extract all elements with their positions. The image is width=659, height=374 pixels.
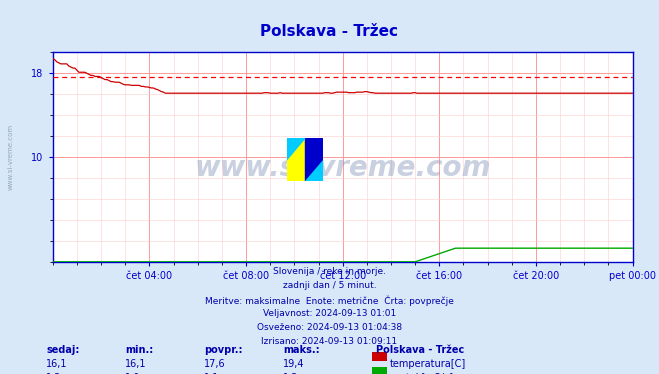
Text: pretok[m3/s]: pretok[m3/s] bbox=[390, 373, 453, 374]
Text: 17,6: 17,6 bbox=[204, 359, 226, 369]
Text: povpr.:: povpr.: bbox=[204, 345, 243, 355]
Text: 16,1: 16,1 bbox=[46, 359, 68, 369]
Polygon shape bbox=[287, 138, 304, 181]
Text: www.si-vreme.com: www.si-vreme.com bbox=[8, 124, 14, 190]
Text: temperatura[C]: temperatura[C] bbox=[390, 359, 467, 369]
Text: min.:: min.: bbox=[125, 345, 154, 355]
Text: Osveženo: 2024-09-13 01:04:38: Osveženo: 2024-09-13 01:04:38 bbox=[257, 323, 402, 332]
Text: maks.:: maks.: bbox=[283, 345, 320, 355]
Text: Veljavnost: 2024-09-13 01:01: Veljavnost: 2024-09-13 01:01 bbox=[263, 309, 396, 318]
Text: 16,1: 16,1 bbox=[125, 359, 147, 369]
Text: Polskava - Tržec: Polskava - Tržec bbox=[376, 345, 464, 355]
Text: 19,4: 19,4 bbox=[283, 359, 305, 369]
Text: 1,3: 1,3 bbox=[46, 373, 61, 374]
Text: 1,1: 1,1 bbox=[204, 373, 219, 374]
Polygon shape bbox=[287, 138, 304, 160]
Polygon shape bbox=[304, 138, 323, 181]
FancyBboxPatch shape bbox=[372, 367, 387, 374]
Text: www.si-vreme.com: www.si-vreme.com bbox=[194, 154, 491, 181]
Text: Polskava - Tržec: Polskava - Tržec bbox=[260, 24, 399, 39]
Text: 1,3: 1,3 bbox=[283, 373, 299, 374]
Text: zadnji dan / 5 minut.: zadnji dan / 5 minut. bbox=[283, 281, 376, 290]
FancyBboxPatch shape bbox=[372, 352, 387, 361]
Text: Slovenija / reke in morje.: Slovenija / reke in morje. bbox=[273, 267, 386, 276]
Text: Izrisano: 2024-09-13 01:09:11: Izrisano: 2024-09-13 01:09:11 bbox=[262, 337, 397, 346]
Text: sedaj:: sedaj: bbox=[46, 345, 80, 355]
Text: 1,0: 1,0 bbox=[125, 373, 140, 374]
Polygon shape bbox=[304, 160, 323, 181]
Text: Meritve: maksimalne  Enote: metrične  Črta: povprečje: Meritve: maksimalne Enote: metrične Črta… bbox=[205, 295, 454, 306]
